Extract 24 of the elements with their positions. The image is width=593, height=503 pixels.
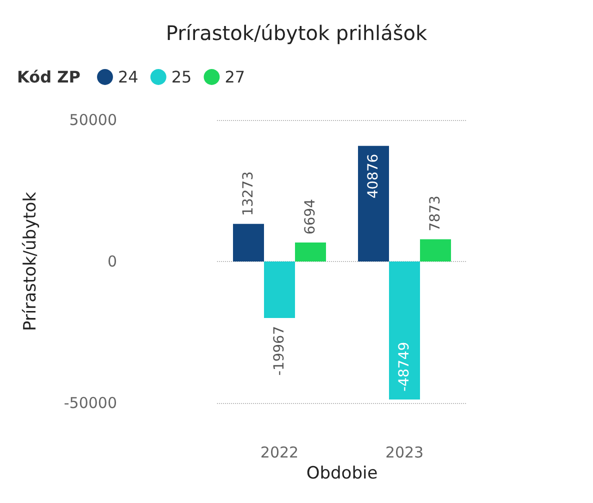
y-tick-label: 0 (107, 252, 117, 270)
bar (358, 146, 389, 262)
legend-label: 27 (224, 68, 246, 86)
bar (233, 224, 264, 262)
data-label: -19967 (272, 326, 288, 376)
legend-label: 25 (171, 68, 192, 86)
data-label: 7873 (428, 196, 444, 232)
chart-title: Prírastok/úbytok prihlášok (166, 21, 428, 45)
x-tick-label: 2022 (260, 444, 299, 462)
legend-title: Kód ZP (17, 68, 81, 86)
data-label: 40876 (366, 154, 382, 198)
x-axis-title: Obdobie (306, 463, 378, 484)
bar (295, 242, 326, 262)
legend-label: 24 (118, 68, 138, 86)
y-tick-label: 50000 (69, 111, 117, 129)
data-label: 6694 (302, 198, 318, 235)
bar (389, 262, 420, 400)
y-tick-label: -50000 (64, 394, 117, 412)
data-label: -48749 (396, 342, 412, 392)
bar (420, 239, 451, 262)
x-tick-label: 2023 (385, 444, 424, 462)
bar (264, 262, 295, 318)
data-label: 13273 (240, 171, 256, 216)
y-axis-title: Prírastok/úbytok (20, 192, 40, 332)
